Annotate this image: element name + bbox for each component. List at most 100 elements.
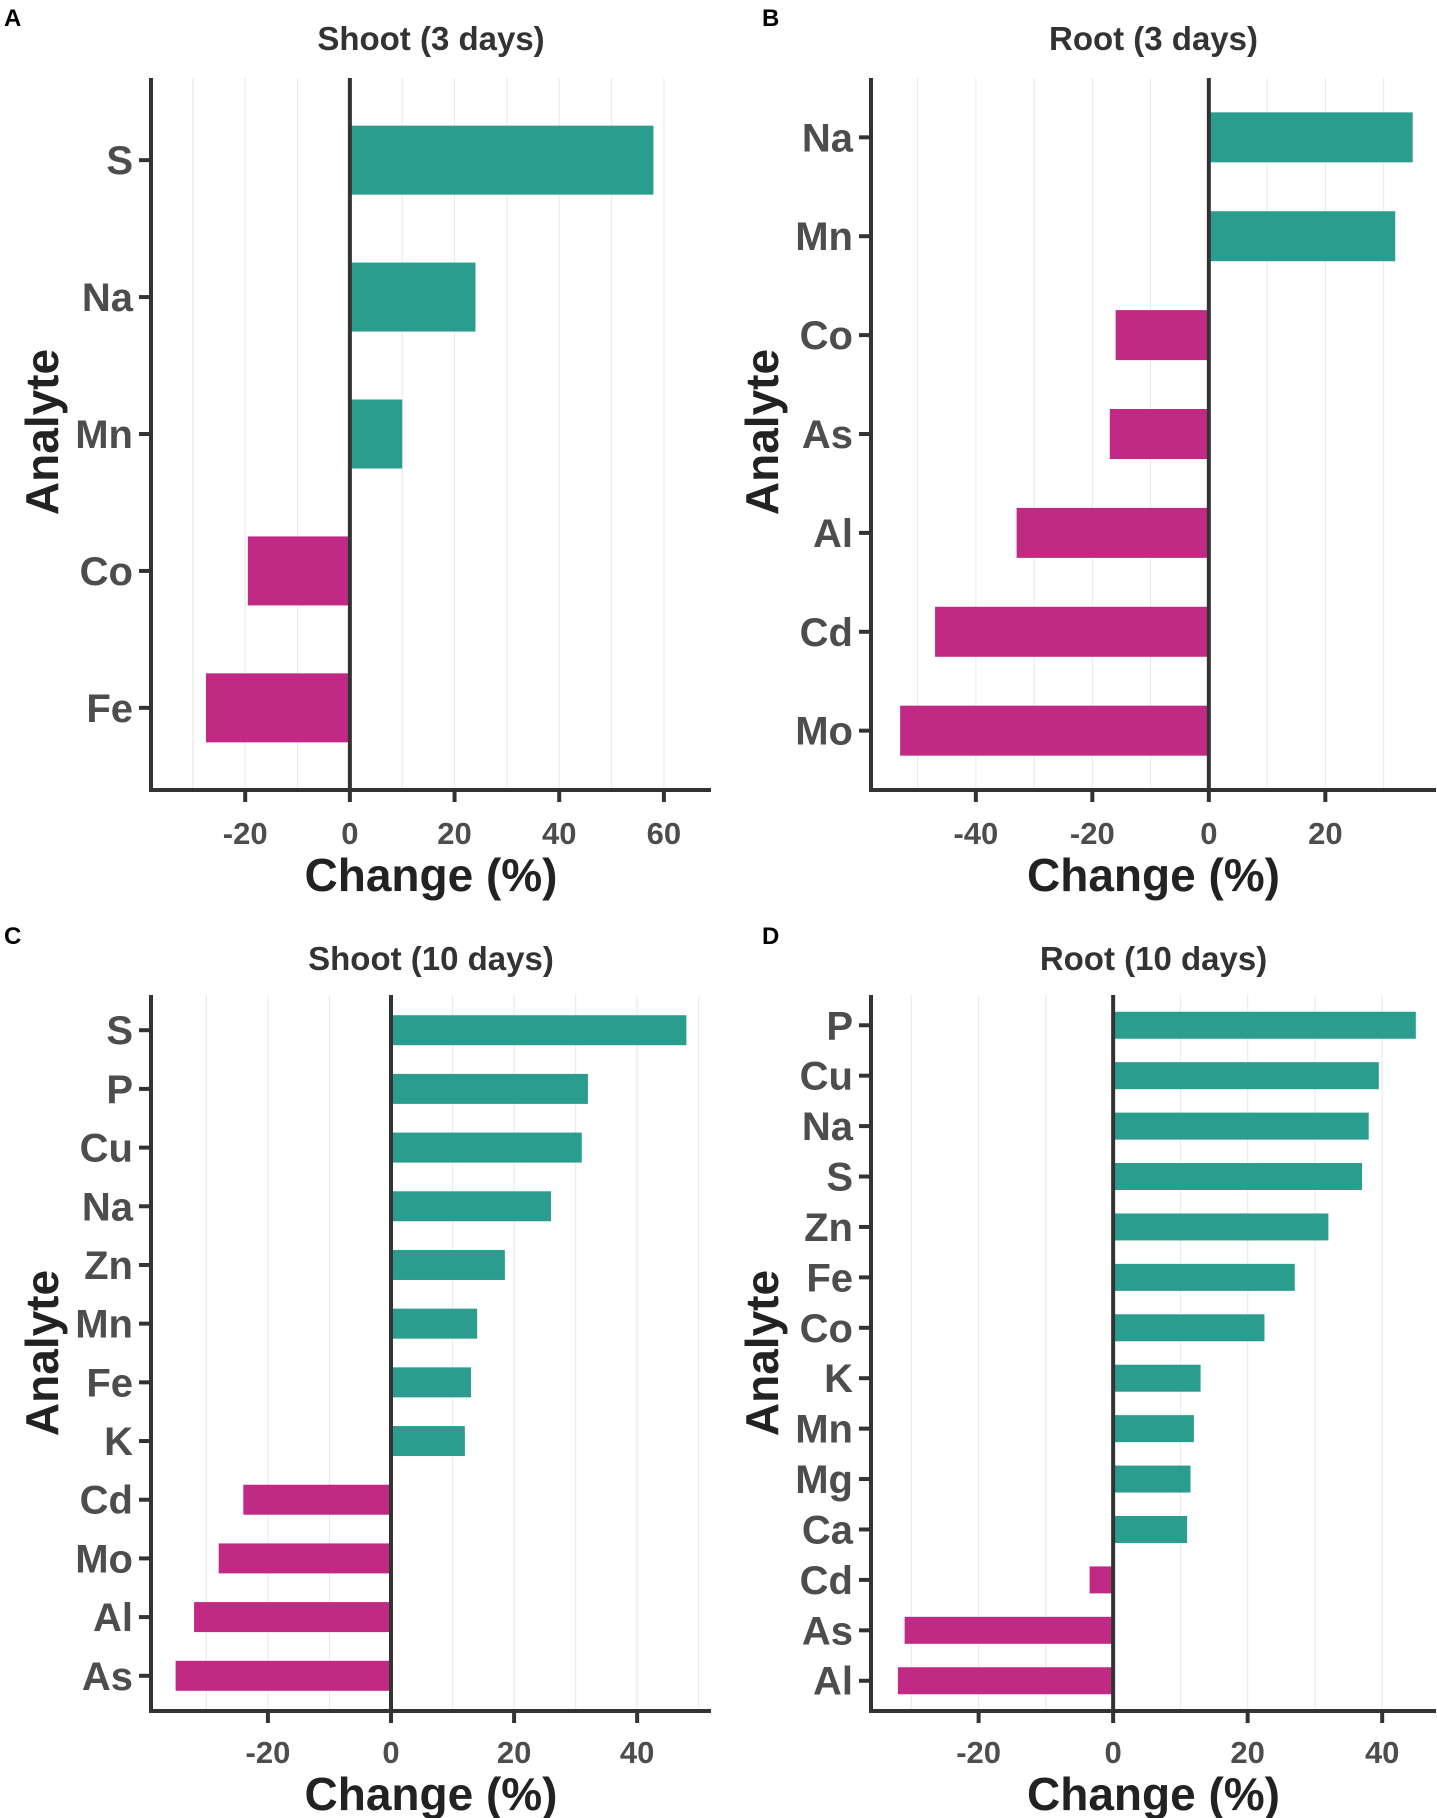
x-tick-label: -40 xyxy=(953,816,998,851)
bar-mn xyxy=(349,399,403,469)
y-axis-title: Analyte xyxy=(16,1270,68,1436)
y-tick-label: Fe xyxy=(806,1256,853,1300)
x-tick-label: 20 xyxy=(1308,816,1342,851)
bar-k xyxy=(1113,1364,1201,1392)
bar-s xyxy=(1113,1163,1363,1191)
panel-title: Shoot (3 days) xyxy=(317,20,544,57)
bar-s xyxy=(391,1015,687,1046)
bar-cu xyxy=(1113,1062,1379,1090)
panel-letter: A xyxy=(4,5,21,32)
bar-al xyxy=(1016,507,1209,558)
bar-fe xyxy=(205,673,350,743)
panel-title: Root (3 days) xyxy=(1049,20,1258,57)
bar-co xyxy=(1113,1314,1265,1342)
bar-mn xyxy=(1208,211,1396,262)
bar-cu xyxy=(391,1132,582,1163)
y-tick-label: K xyxy=(104,1420,133,1464)
y-tick-label: Cu xyxy=(80,1127,133,1171)
panel-c-shoot-10-days: C Shoot (10 days) SP Cu Na Zn Mn Fe K Cd Mo Al As -20… xyxy=(4,923,711,1818)
x-tick-label: 20 xyxy=(437,816,471,851)
x-tick-label: 60 xyxy=(647,816,681,851)
y-axis-title: Analyte xyxy=(736,1270,788,1436)
x-tick-label: 0 xyxy=(341,816,358,851)
bar-k xyxy=(391,1426,465,1457)
y-tick-label: Al xyxy=(813,1660,853,1704)
y-tick-label: Al xyxy=(93,1596,133,1640)
bar-na xyxy=(1208,112,1413,163)
x-tick-label: 40 xyxy=(1365,1735,1399,1770)
x-tick-label: 0 xyxy=(1200,816,1217,851)
panel-letter: D xyxy=(762,923,779,950)
x-tick-label: -20 xyxy=(956,1735,1001,1770)
bar-as xyxy=(175,1660,391,1691)
bar-as xyxy=(904,1616,1114,1644)
y-tick-label: Co xyxy=(800,1307,853,1351)
bar-al xyxy=(194,1602,391,1633)
bar-cd xyxy=(1089,1566,1114,1594)
bar-na xyxy=(391,1191,551,1222)
bar-co xyxy=(247,536,350,606)
bar-mn xyxy=(1113,1415,1194,1443)
bar-p xyxy=(391,1073,588,1104)
x-tick-label: 0 xyxy=(1105,1735,1122,1770)
y-tick-label: Cd xyxy=(800,1559,853,1603)
y-tick-label: Zn xyxy=(84,1244,133,1288)
bar-ca xyxy=(1113,1515,1188,1543)
y-tick-label: Zn xyxy=(804,1206,853,1250)
bar-na xyxy=(349,262,476,332)
bar-fe xyxy=(1113,1263,1295,1291)
panel-letter: C xyxy=(4,923,21,950)
y-tick-label: Mn xyxy=(75,413,133,457)
y-tick-label: K xyxy=(824,1357,853,1401)
y-axis-title: Analyte xyxy=(16,349,68,515)
y-tick-label: Co xyxy=(800,314,853,358)
y-tick-label: S xyxy=(106,139,133,183)
y-tick-label: As xyxy=(802,413,853,457)
bar-zn xyxy=(391,1249,505,1280)
x-axis-title: Change (%) xyxy=(305,849,558,901)
bar-p xyxy=(1113,1011,1416,1039)
panel-title: Root (10 days) xyxy=(1040,940,1267,977)
y-tick-label: Fe xyxy=(86,687,133,731)
x-tick-label: 20 xyxy=(497,1735,531,1770)
panel-d-root-10-days: D Root (10 days) P Cu Na S Zn Fe Co K Mn Mg Ca Cd As Al… xyxy=(736,923,1436,1818)
y-tick-label: P xyxy=(106,1068,133,1112)
y-tick-label: Mn xyxy=(795,1408,853,1452)
x-axis-title: Change (%) xyxy=(305,1768,558,1818)
y-tick-label: Cd xyxy=(800,611,853,655)
x-tick-label: -20 xyxy=(223,816,268,851)
x-axis-title: Change (%) xyxy=(1027,1768,1280,1818)
y-tick-label: Ca xyxy=(802,1508,854,1552)
y-tick-label: Al xyxy=(813,512,853,556)
bar-co xyxy=(1115,310,1209,361)
bar-s xyxy=(349,125,654,195)
bar-cd xyxy=(935,606,1209,657)
y-tick-label: Cd xyxy=(80,1479,133,1523)
x-tick-label: 40 xyxy=(542,816,576,851)
bar-al xyxy=(897,1667,1114,1695)
x-tick-label: 20 xyxy=(1230,1735,1264,1770)
bar-fe xyxy=(391,1367,471,1398)
bar-zn xyxy=(1113,1213,1329,1241)
bar-na xyxy=(1113,1112,1369,1140)
panel-title: Shoot (10 days) xyxy=(308,940,554,977)
x-axis-title: Change (%) xyxy=(1027,849,1280,901)
x-tick-label: -20 xyxy=(1070,816,1115,851)
y-tick-label: S xyxy=(826,1156,853,1200)
y-tick-label: Co xyxy=(80,550,133,594)
y-tick-label: Na xyxy=(802,1105,854,1149)
y-axis-title: Analyte xyxy=(736,349,788,515)
y-tick-label: Cu xyxy=(800,1055,853,1099)
bar-mo xyxy=(218,1543,391,1574)
y-tick-label: S xyxy=(106,1009,133,1053)
bar-cd xyxy=(243,1484,391,1515)
y-tick-label: Na xyxy=(82,276,134,320)
panel-a-shoot-3-days: A Shoot (3 days) S Na Mn Co Fe -20 0 20 40 60 Change… xyxy=(4,5,711,901)
x-tick-label: -20 xyxy=(246,1735,291,1770)
bar-mo xyxy=(900,705,1209,756)
bar-mg xyxy=(1113,1465,1191,1493)
y-tick-label: Mg xyxy=(795,1458,853,1502)
bar-as xyxy=(1109,409,1209,459)
y-tick-label: Fe xyxy=(86,1361,133,1405)
